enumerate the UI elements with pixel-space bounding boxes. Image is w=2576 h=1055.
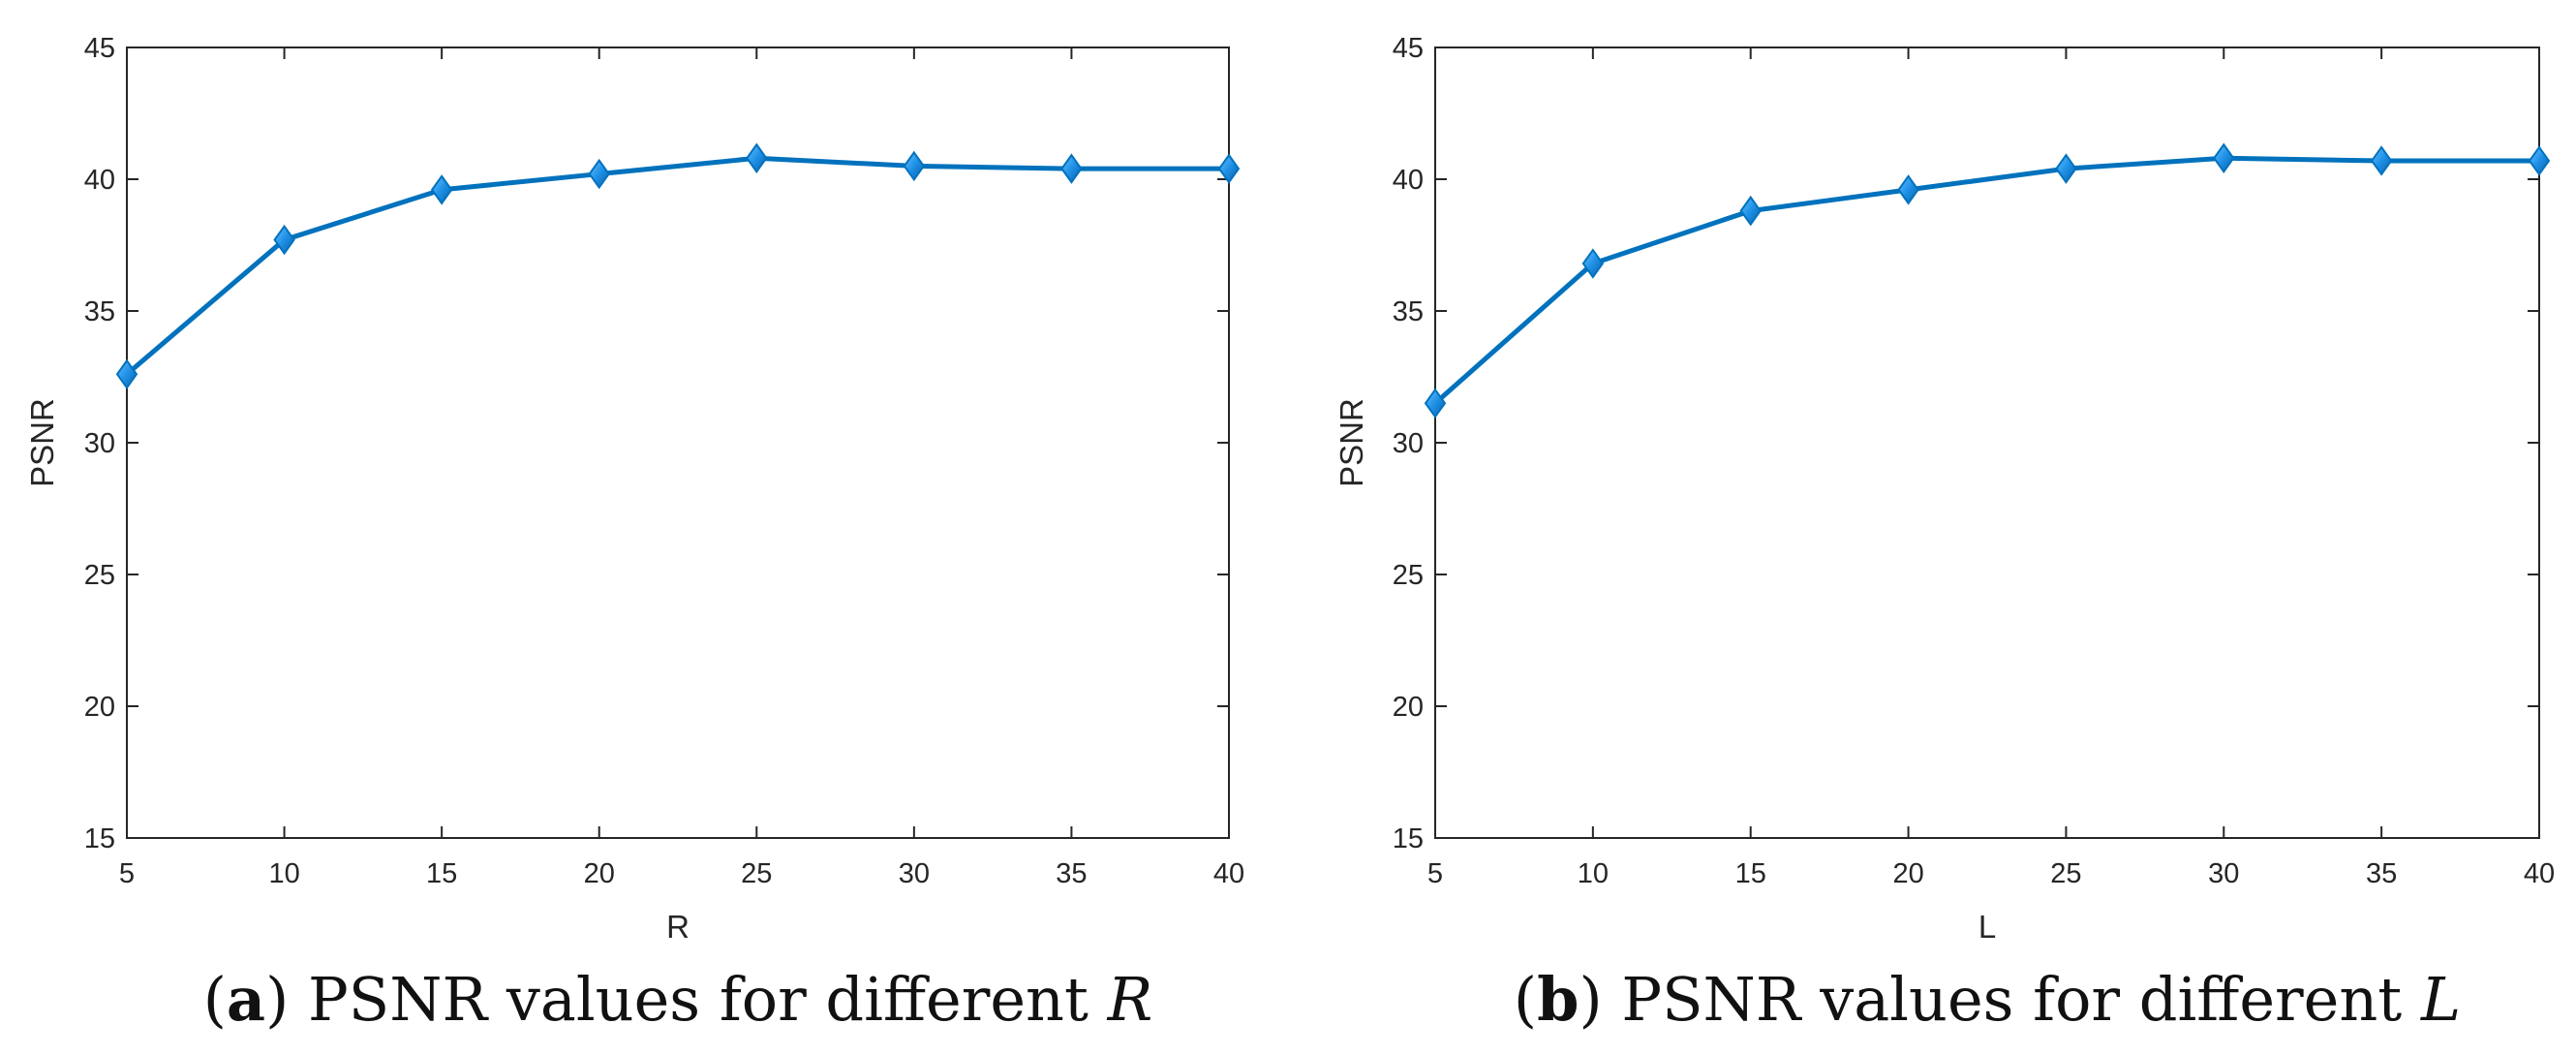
x-tick-label-a-5: 30 — [899, 858, 930, 889]
y-tick-label-a-4: 35 — [84, 296, 115, 327]
y-tick-label-b-3: 30 — [1393, 428, 1424, 459]
y-tick-label-a-3: 30 — [84, 428, 115, 459]
x-tick-label-a-7: 40 — [1213, 858, 1244, 889]
data-point-a-5 — [903, 150, 926, 182]
y-tick-label-b-1: 20 — [1393, 692, 1424, 723]
x-tick-label-b-6: 35 — [2366, 858, 2397, 889]
y-tick-label-a-5: 40 — [84, 165, 115, 196]
data-point-b-1 — [1581, 248, 1605, 279]
panel-b: 15 20 25 30 35 40 45 5 10 15 20 25 30 35 40 PSNR L (b… — [1334, 33, 2555, 1035]
data-point-a-6 — [1060, 153, 1083, 184]
caption-b: (b) PSNR values for different L — [1514, 964, 2461, 1035]
data-point-b-2 — [1739, 195, 1762, 227]
y-tick-label-b-4: 35 — [1393, 296, 1424, 327]
y-tick-label-a-6: 45 — [84, 33, 115, 64]
data-point-a-7 — [1217, 153, 1241, 184]
data-point-b-0 — [1424, 388, 1447, 419]
data-point-b-3 — [1897, 174, 1919, 205]
data-point-b-7 — [2528, 145, 2551, 176]
series-b — [1424, 142, 2551, 419]
caption-var-a: R — [1107, 964, 1153, 1035]
plot-area-b — [1434, 47, 2540, 839]
x-tick-label-b-3: 20 — [1892, 858, 1923, 889]
series-line-b-0 — [1433, 155, 2539, 406]
data-point-a-4 — [746, 142, 768, 173]
series-line-a-0 — [125, 155, 1229, 377]
x-tick-label-b-2: 15 — [1735, 858, 1766, 889]
xlabel-a: R — [666, 909, 690, 945]
caption-text-b: PSNR values for different — [1621, 964, 2402, 1035]
ylabel-a: PSNR — [24, 398, 60, 487]
x-tick-label-a-3: 20 — [584, 858, 615, 889]
x-tick-label-b-1: 10 — [1578, 858, 1609, 889]
x-tick-label-a-0: 5 — [119, 858, 135, 889]
y-tick-label-a-0: 15 — [84, 823, 115, 854]
panel-a: 15 20 25 30 35 40 45 5 10 15 20 25 30 35 40 PSNR R (a… — [24, 33, 1244, 1035]
caption-tag-a: a — [227, 964, 265, 1035]
y-tick-label-a-2: 25 — [84, 560, 115, 591]
data-point-a-0 — [115, 358, 138, 390]
data-point-a-3 — [588, 158, 610, 190]
y-tick-label-b-0: 15 — [1393, 823, 1424, 854]
x-tick-label-b-0: 5 — [1427, 858, 1443, 889]
caption-var-b: L — [2420, 964, 2461, 1035]
caption-text-a: PSNR values for different — [308, 964, 1089, 1035]
y-ticks-a: 15 20 25 30 35 40 45 — [84, 33, 1229, 854]
x-ticks-b: 5 10 15 20 25 30 35 40 — [1427, 47, 2555, 889]
series-a — [115, 142, 1241, 390]
plot-area-a — [126, 47, 1230, 839]
x-tick-label-a-6: 35 — [1056, 858, 1087, 889]
data-point-b-4 — [2055, 153, 2077, 184]
y-tick-label-b-6: 45 — [1393, 33, 1424, 64]
x-ticks-a: 5 10 15 20 25 30 35 40 — [119, 47, 1244, 889]
x-tick-label-a-1: 10 — [268, 858, 299, 889]
ylabel-b: PSNR — [1334, 398, 1369, 487]
y-tick-label-b-5: 40 — [1393, 165, 1424, 196]
y-tick-label-b-2: 25 — [1393, 560, 1424, 591]
x-tick-label-a-4: 25 — [741, 858, 772, 889]
caption-a: (a) PSNR values for different R — [203, 964, 1153, 1035]
data-point-a-2 — [430, 174, 453, 205]
data-point-b-5 — [2213, 142, 2235, 173]
x-tick-label-b-7: 40 — [2524, 858, 2555, 889]
x-tick-label-b-5: 30 — [2208, 858, 2239, 889]
y-tick-label-a-1: 20 — [84, 692, 115, 723]
caption-tag-b: b — [1537, 964, 1579, 1035]
y-ticks-b: 15 20 25 30 35 40 45 — [1393, 33, 2539, 854]
x-tick-label-b-4: 25 — [2050, 858, 2081, 889]
x-tick-label-a-2: 15 — [426, 858, 457, 889]
data-point-b-6 — [2370, 145, 2393, 176]
xlabel-b: L — [1978, 909, 1996, 945]
data-point-a-1 — [273, 224, 295, 256]
